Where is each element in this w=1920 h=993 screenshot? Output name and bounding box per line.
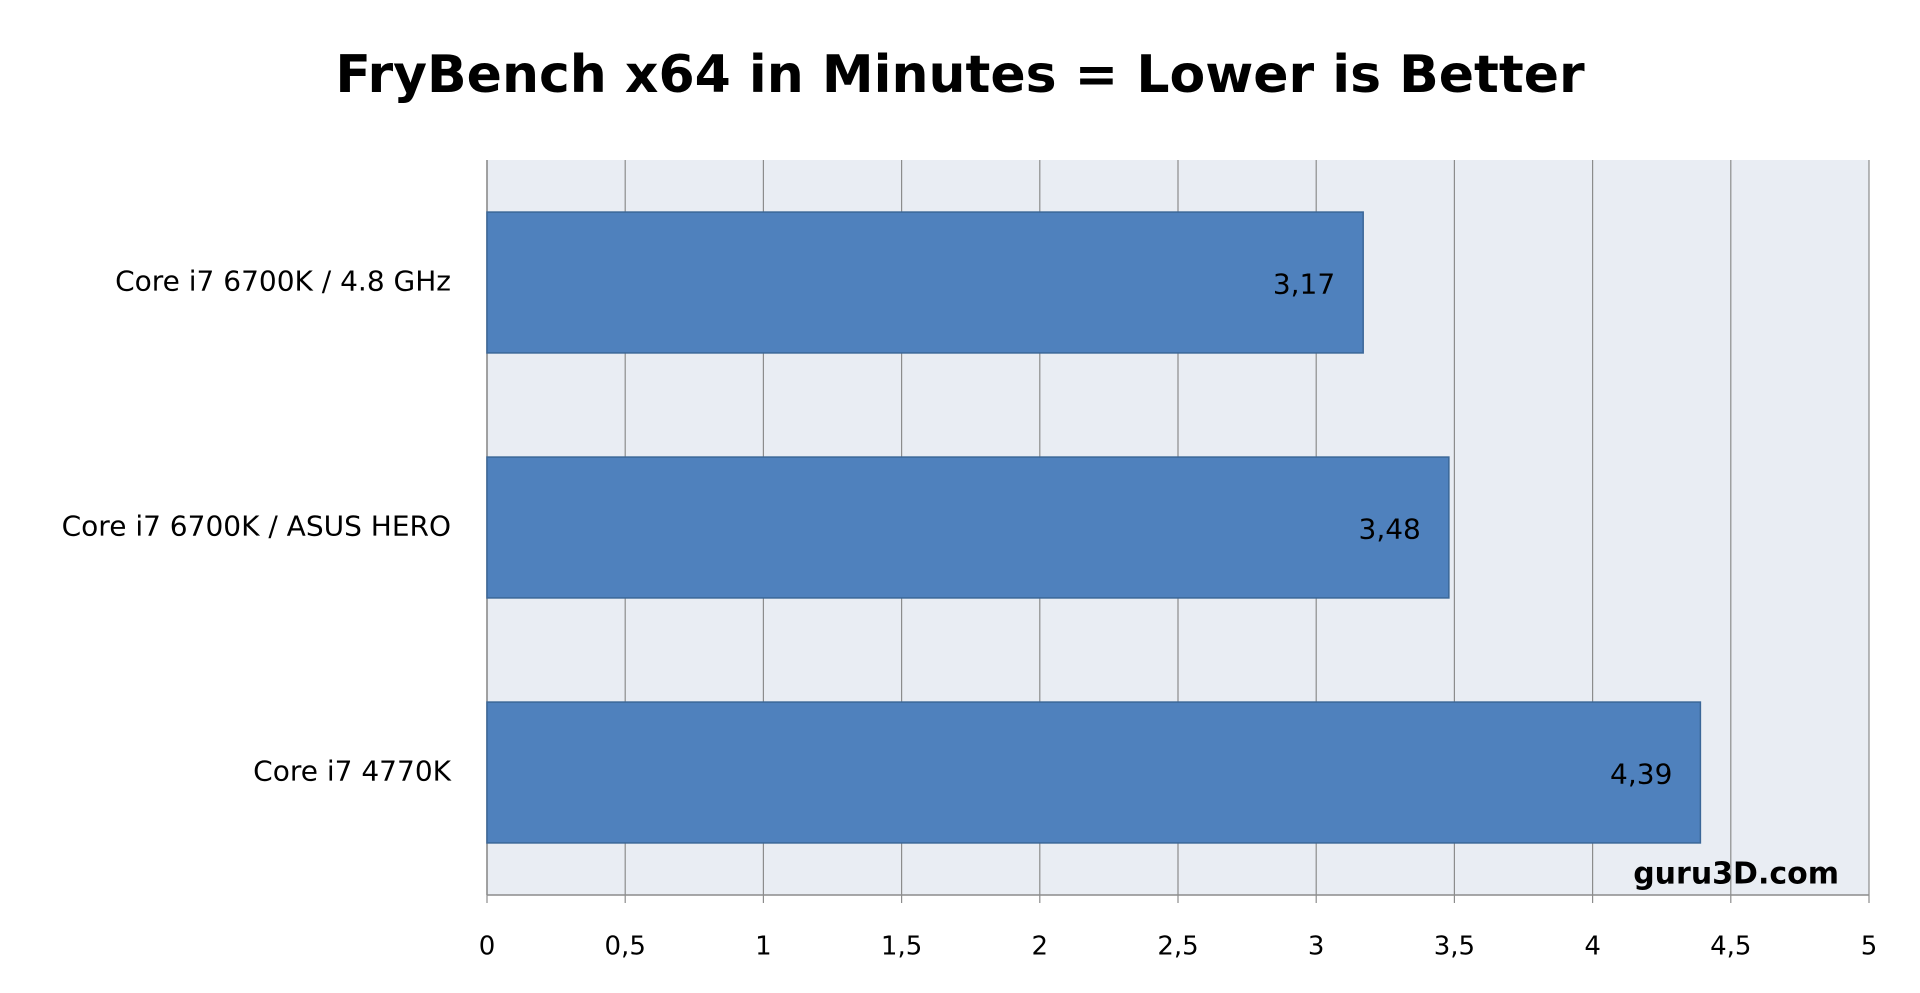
- value-label: 3,17: [1273, 268, 1335, 301]
- bar: [486, 701, 1702, 844]
- x-tick-label: 1,5: [881, 932, 922, 962]
- chart-title: FryBench x64 in Minutes = Lower is Bette…: [335, 45, 1585, 105]
- x-tick-label: 3,5: [1434, 932, 1475, 962]
- watermark: guru3D.com: [1633, 857, 1839, 892]
- x-tick-label: 2,5: [1157, 932, 1198, 962]
- bar: [486, 211, 1364, 354]
- bar: [486, 456, 1450, 599]
- x-tick-label: 3: [1308, 932, 1325, 962]
- x-tick-label: 1: [755, 932, 772, 962]
- x-tick-label: 4,5: [1710, 932, 1751, 962]
- value-label: 4,39: [1610, 758, 1672, 791]
- x-tick-label: 0: [479, 932, 496, 962]
- x-tick-label: 4: [1584, 932, 1601, 962]
- x-tick-label: 5: [1861, 932, 1878, 962]
- y-tick-label: Core i7 4770K: [253, 755, 451, 788]
- x-tick-label: 2: [1032, 932, 1049, 962]
- value-label: 3,48: [1359, 513, 1421, 546]
- y-tick-label: Core i7 6700K / ASUS HERO: [62, 510, 451, 543]
- y-tick-label: Core i7 6700K / 4.8 GHz: [115, 265, 451, 298]
- x-tick-label: 0,5: [605, 932, 646, 962]
